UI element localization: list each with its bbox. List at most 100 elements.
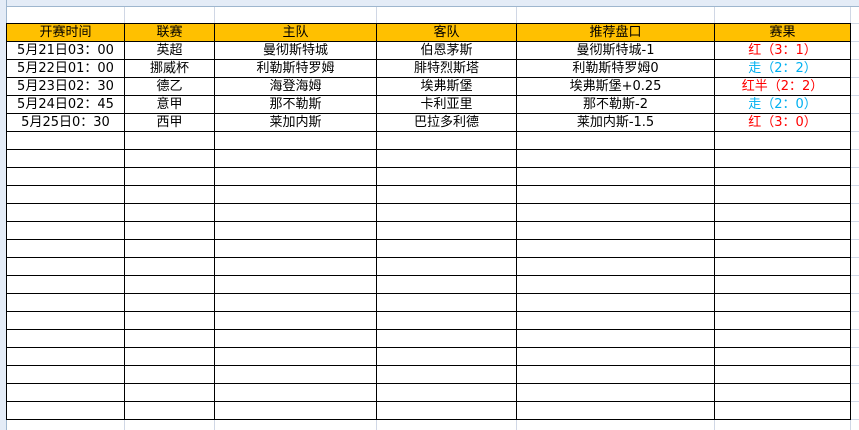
cell-home[interactable]: 海登海姆 <box>214 77 377 96</box>
cell-time[interactable] <box>6 149 125 168</box>
cell-away[interactable] <box>376 185 517 204</box>
header-home[interactable]: 主队 <box>214 23 377 42</box>
cell-league[interactable] <box>124 185 215 204</box>
cell-pick[interactable] <box>516 347 715 366</box>
cell-time[interactable] <box>6 257 125 276</box>
cell-league[interactable] <box>124 401 215 420</box>
cell-pick[interactable] <box>516 329 715 348</box>
header-result[interactable]: 赛果 <box>714 23 851 42</box>
cell-home[interactable] <box>214 329 377 348</box>
cell-away[interactable]: 腓特烈斯塔 <box>376 59 517 78</box>
cell-home[interactable] <box>214 275 377 294</box>
cell-result[interactable]: 红半（2：2） <box>714 77 851 96</box>
cell-away[interactable]: 埃弗斯堡 <box>376 77 517 96</box>
cell-result[interactable] <box>714 383 851 402</box>
cell-league[interactable]: 挪威杯 <box>124 59 215 78</box>
cell-result[interactable]: 红（3：0） <box>714 113 851 132</box>
cell-home[interactable] <box>214 383 377 402</box>
cell-home[interactable]: 莱加内斯 <box>214 113 377 132</box>
cell-league[interactable] <box>124 275 215 294</box>
cell-home[interactable] <box>214 347 377 366</box>
cell-league[interactable] <box>124 329 215 348</box>
cell-home[interactable] <box>214 167 377 186</box>
cell-league[interactable] <box>124 131 215 150</box>
cell-away[interactable] <box>376 401 517 420</box>
cell-away[interactable] <box>376 239 517 258</box>
cell-away[interactable] <box>376 221 517 240</box>
cell-pick[interactable] <box>516 185 715 204</box>
cell-away[interactable] <box>376 365 517 384</box>
cell-time[interactable] <box>6 383 125 402</box>
cell-pick[interactable] <box>516 401 715 420</box>
cell-pick[interactable] <box>516 239 715 258</box>
cell-home[interactable] <box>214 401 377 420</box>
cell-pick[interactable] <box>516 167 715 186</box>
cell-result[interactable] <box>714 275 851 294</box>
cell-time[interactable]: 5月24日02：45 <box>6 95 125 114</box>
cell-pick[interactable] <box>516 257 715 276</box>
cell-pick[interactable] <box>516 203 715 222</box>
header-pick[interactable]: 推荐盘口 <box>516 23 715 42</box>
cell-home[interactable] <box>214 239 377 258</box>
cell-league[interactable] <box>124 347 215 366</box>
cell-time[interactable]: 5月25日0：30 <box>6 113 125 132</box>
cell-league[interactable]: 英超 <box>124 41 215 60</box>
cell-away[interactable] <box>376 329 517 348</box>
cell-league[interactable] <box>124 257 215 276</box>
cell-time[interactable]: 5月23日02：30 <box>6 77 125 96</box>
cell-home[interactable]: 那不勒斯 <box>214 95 377 114</box>
cell-home[interactable] <box>214 221 377 240</box>
cell-time[interactable]: 5月21日03：00 <box>6 41 125 60</box>
cell-league[interactable] <box>124 149 215 168</box>
header-away[interactable]: 客队 <box>376 23 517 42</box>
cell-pick[interactable] <box>516 383 715 402</box>
cell-away[interactable] <box>376 149 517 168</box>
cell-home[interactable] <box>214 185 377 204</box>
cell-away[interactable] <box>376 167 517 186</box>
cell-result[interactable] <box>714 167 851 186</box>
cell-league[interactable]: 意甲 <box>124 95 215 114</box>
cell-pick[interactable]: 那不勒斯-2 <box>516 95 715 114</box>
cell-result[interactable] <box>714 347 851 366</box>
cell-home[interactable] <box>214 149 377 168</box>
cell-away[interactable] <box>376 275 517 294</box>
cell-time[interactable] <box>6 401 125 420</box>
cell-away[interactable] <box>376 257 517 276</box>
cell-time[interactable] <box>6 293 125 312</box>
cell-home[interactable] <box>214 311 377 330</box>
cell-pick[interactable]: 莱加内斯-1.5 <box>516 113 715 132</box>
cell-time[interactable]: 5月22日01：00 <box>6 59 125 78</box>
cell-time[interactable] <box>6 221 125 240</box>
cell-league[interactable] <box>124 383 215 402</box>
cell-result[interactable] <box>714 221 851 240</box>
cell-result[interactable] <box>714 257 851 276</box>
header-league[interactable]: 联赛 <box>124 23 215 42</box>
cell-pick[interactable] <box>516 365 715 384</box>
cell-away[interactable] <box>376 311 517 330</box>
cell-pick[interactable]: 利勒斯特罗姆0 <box>516 59 715 78</box>
cell-time[interactable] <box>6 329 125 348</box>
cell-home[interactable]: 利勒斯特罗姆 <box>214 59 377 78</box>
cell-pick[interactable] <box>516 221 715 240</box>
cell-league[interactable]: 德乙 <box>124 77 215 96</box>
cell-time[interactable] <box>6 167 125 186</box>
header-time[interactable]: 开赛时间 <box>6 23 125 42</box>
cell-league[interactable] <box>124 203 215 222</box>
cell-away[interactable] <box>376 383 517 402</box>
cell-home[interactable] <box>214 131 377 150</box>
cell-time[interactable] <box>6 311 125 330</box>
cell-time[interactable] <box>6 239 125 258</box>
cell-home[interactable]: 曼彻斯特城 <box>214 41 377 60</box>
cell-pick[interactable]: 埃弗斯堡+0.25 <box>516 77 715 96</box>
cell-home[interactable] <box>214 293 377 312</box>
cell-result[interactable]: 走（2：0） <box>714 95 851 114</box>
cell-pick[interactable]: 曼彻斯特城-1 <box>516 41 715 60</box>
cell-league[interactable] <box>124 293 215 312</box>
cell-away[interactable]: 巴拉多利德 <box>376 113 517 132</box>
cell-time[interactable] <box>6 131 125 150</box>
cell-pick[interactable] <box>516 293 715 312</box>
cell-result[interactable] <box>714 239 851 258</box>
cell-league[interactable]: 西甲 <box>124 113 215 132</box>
cell-home[interactable] <box>214 203 377 222</box>
cell-league[interactable] <box>124 239 215 258</box>
